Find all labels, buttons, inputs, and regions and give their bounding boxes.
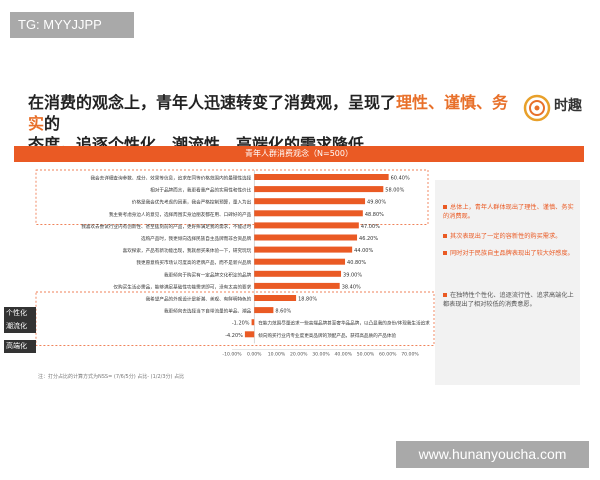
category-label-2: 相对于品牌而言，我更看重产品的实用性和性价比 xyxy=(150,187,251,194)
bar-5 xyxy=(254,222,359,229)
category-label-6: 选购产品时，我更倾向选择民族自主品牌而非合资品牌 xyxy=(141,235,252,242)
category-label-1: 我会去详细查询参数、成分、效果等信息，追求在同等价格范围内的最理性选择 xyxy=(90,175,251,182)
category-label-9: 我更倾向于购买有一定品牌文化积淀的品牌 xyxy=(164,271,252,278)
value-label-1: 60.40% xyxy=(391,176,410,182)
value-label-4: 48.80% xyxy=(365,212,384,218)
bar-9 xyxy=(254,270,342,277)
category-label-4: 我主要考虑身边人的意见，选择周围实身边朋友都在用、口碑好的产品 xyxy=(109,211,252,218)
rational-group-box xyxy=(35,169,429,225)
group-label-premium: 高端化 xyxy=(4,340,36,353)
category-label-11: 我希望产品的外观设计是新潮、美观、有鲜明特色的 xyxy=(146,296,252,303)
value-label-3: 49.80% xyxy=(367,200,386,206)
group-label-personalization: 个性化 xyxy=(4,307,36,320)
side-note-4: 在独特性个性化、追逐流行性、追求高端化上都表现出了相对较低的消费意愿。 xyxy=(443,292,574,308)
low-demand-group-box xyxy=(35,291,435,346)
x-tick-label-7: 50.00% xyxy=(357,351,375,357)
value-label-11: 18.80% xyxy=(298,297,317,303)
value-label-6: 46.20% xyxy=(359,236,378,242)
category-label-13: 在能力范围尽量追求一些高端品牌甚至奢华品品牌，以凸显我的身份/体现我生活追求 xyxy=(258,320,430,327)
bar-10 xyxy=(254,282,340,289)
x-tick-label-9: 70.00% xyxy=(401,351,419,357)
value-label-9: 39.00% xyxy=(343,272,362,278)
chart-title: 青年人群消费观念（N=500） xyxy=(14,146,584,162)
side-notes-panel xyxy=(435,180,580,385)
bar-14 xyxy=(244,331,255,338)
chart-footnote: 注：打分占比的计算方式为NSS= (7/6/5分) 占比- (1/2/3分) 占… xyxy=(38,374,185,380)
category-label-5: 我喜欢去尝试行业内有创新性、甚至猛刻前的产品，更好摔满足我的需求，不能过时 xyxy=(81,223,251,230)
value-label-7: 44.00% xyxy=(354,248,373,254)
side-note-1: 总体上，青年人群体现出了理性、谨慎、务实的消费观。 xyxy=(443,204,574,220)
x-tick-label-2: 0.00% xyxy=(247,351,262,357)
side-note-2: 其次表现出了一定的容新性的购买需求。 xyxy=(443,232,575,241)
category-label-12: 我更倾向去选择当下自带流量的单品、潮品 xyxy=(164,308,252,315)
bar-11 xyxy=(254,295,297,301)
value-label-12: 8.60% xyxy=(275,309,291,315)
value-label-5: 47.00% xyxy=(361,224,380,230)
category-label-10: 仅购买生活必需品，能够满足基础性功能需求即可，没有太高的要求 xyxy=(113,283,251,290)
x-tick-label-1: -10.00% xyxy=(222,351,242,357)
telegram-badge: TG: MYYJJPP xyxy=(10,12,134,38)
x-tick-label-5: 30.00% xyxy=(312,351,330,357)
value-label-13: -1.20% xyxy=(232,321,250,327)
brand-logo-text: 时趣 xyxy=(554,98,582,114)
bar-7 xyxy=(254,246,353,253)
bar-4 xyxy=(254,210,363,217)
headline-part1: 在消费的观念上，青年人迅速转变了消费观，呈现了 xyxy=(28,93,397,112)
site-watermark: www.hunanyoucha.com xyxy=(396,441,589,468)
x-tick-label-8: 60.00% xyxy=(379,351,397,357)
headline-highlight: 理性、谨慎、务实 xyxy=(28,93,509,133)
bar-13 xyxy=(251,319,255,326)
side-note-3: 同时对于民族自主品牌表现出了较大好感度。 xyxy=(443,249,575,258)
brand-logo-icon xyxy=(523,94,551,122)
bar-2 xyxy=(254,186,384,193)
bar-3 xyxy=(254,198,366,205)
group-label-trend: 潮流化 xyxy=(4,320,36,333)
category-label-7: 喜欢探索，产品有新功能出现，我就想买来体验一下，研究玩玩 xyxy=(123,247,252,254)
bar-1 xyxy=(254,174,389,180)
category-label-14: 倾向购买行业内专业度更高品牌的顶配产品，获得高品质的产品体验 xyxy=(258,332,396,339)
value-label-10: 38.40% xyxy=(342,284,361,290)
value-label-2: 58.00% xyxy=(385,188,404,194)
category-label-3: 价格是我会优先考虑的因素，我会严格控制预算，量入为出 xyxy=(132,199,252,206)
value-label-14: -4.20% xyxy=(225,333,243,339)
x-tick-label-6: 40.00% xyxy=(334,351,352,357)
bar-12 xyxy=(254,307,274,314)
bar-6 xyxy=(254,234,358,241)
value-label-8: 40.80% xyxy=(347,260,366,266)
category-label-8: 我更愿意购买市场认可度高的老牌产品，而不是新兴品牌 xyxy=(136,259,251,266)
headline-part2: 的 xyxy=(44,114,61,133)
x-tick-label-4: 20.00% xyxy=(290,351,308,357)
bar-8 xyxy=(254,258,346,265)
x-tick-label-3: 10.00% xyxy=(268,351,286,357)
